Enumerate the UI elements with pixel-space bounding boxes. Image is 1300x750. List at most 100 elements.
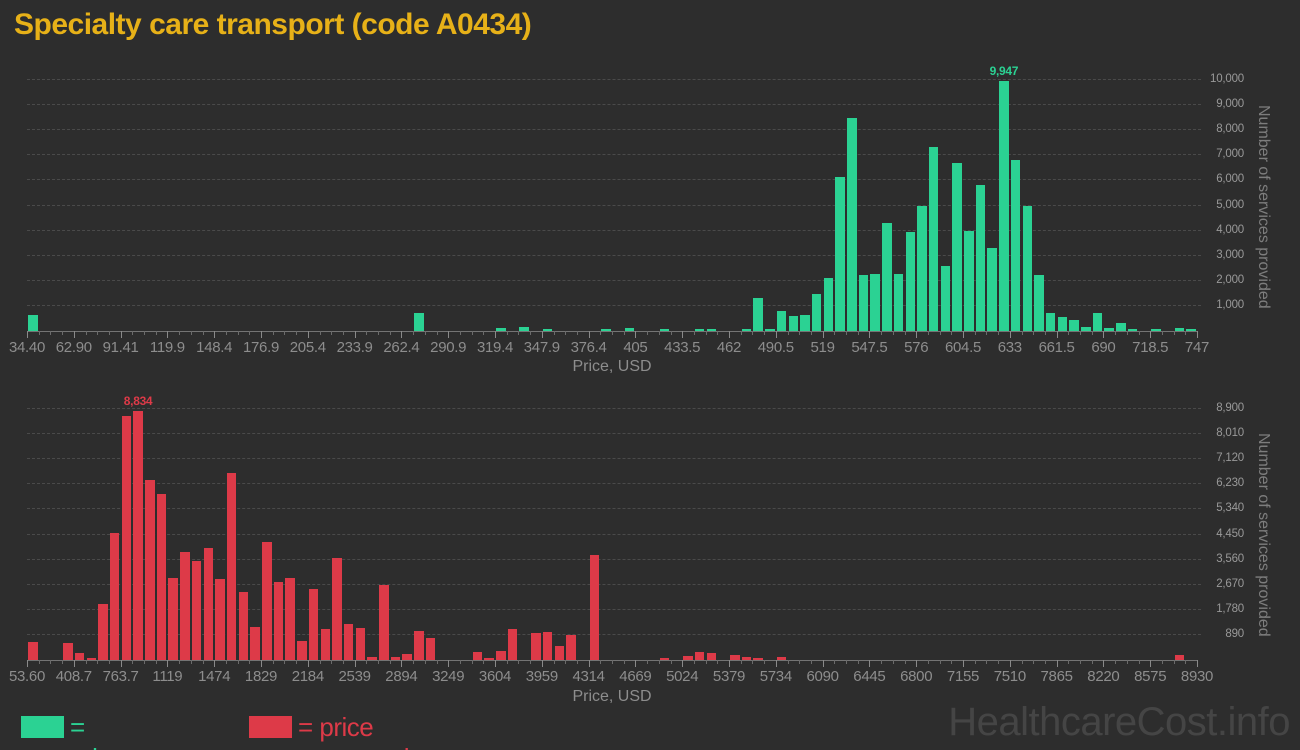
x-tick-major — [588, 331, 590, 338]
watermark: HealthcareCost.info — [948, 700, 1290, 744]
histogram-bar — [776, 656, 787, 660]
histogram-bar — [74, 653, 85, 660]
x-tick-minor — [612, 331, 613, 335]
x-tick-minor — [1033, 660, 1035, 664]
gridline — [27, 558, 1201, 560]
x-tick-minor — [389, 660, 391, 664]
x-tick-label: 408.7 — [55, 668, 92, 685]
histogram-bar — [1104, 328, 1114, 331]
x-tick-minor — [799, 331, 801, 335]
histogram-bar — [1022, 205, 1032, 331]
x-tick-minor — [319, 331, 321, 335]
x-tick-minor — [1115, 331, 1117, 335]
x-tick-minor — [62, 331, 64, 335]
x-tick-minor — [144, 660, 145, 664]
x-tick-major — [775, 660, 777, 667]
histogram-bar — [1127, 329, 1138, 331]
x-tick-minor — [1161, 331, 1163, 335]
x-tick-minor — [530, 331, 532, 335]
histogram-bar — [1057, 317, 1068, 331]
histogram-bar — [706, 329, 717, 331]
y-tick-label: 4,450 — [1216, 527, 1244, 540]
histogram-bar — [554, 645, 564, 660]
histogram-bar — [566, 634, 576, 660]
x-tick-minor — [752, 660, 754, 664]
x-tick-label: 62.90 — [55, 339, 92, 356]
histogram-bar — [999, 81, 1009, 331]
histogram-bar — [402, 654, 412, 660]
x-tick-major — [261, 660, 262, 667]
x-tick-minor — [974, 331, 976, 335]
x-tick-major — [1009, 331, 1011, 338]
x-tick-major — [354, 331, 356, 338]
x-tick-minor — [787, 660, 789, 664]
x-tick-minor — [85, 660, 87, 664]
gridline — [27, 229, 1201, 231]
histogram-bar — [414, 313, 424, 331]
x-tick-minor — [846, 660, 847, 664]
histogram-bar — [893, 274, 904, 331]
histogram-bar — [273, 582, 284, 660]
price-paid-swatch — [21, 716, 64, 738]
gridline — [27, 583, 1201, 585]
x-tick-label: 3604 — [478, 668, 512, 685]
x-tick-minor — [506, 331, 508, 335]
x-tick-major — [307, 331, 309, 338]
histogram-bar — [414, 630, 424, 660]
x-tick-minor — [881, 331, 883, 335]
x-tick-minor — [436, 331, 438, 335]
x-tick-major — [635, 660, 637, 667]
gridline — [27, 433, 1201, 435]
x-tick-minor — [1161, 660, 1163, 664]
histogram-bar — [1174, 654, 1185, 660]
x-tick-minor — [600, 660, 602, 664]
x-tick-minor — [1080, 660, 1081, 664]
x-tick-minor — [132, 331, 134, 335]
histogram-bar — [589, 555, 600, 660]
y-tick-label: 1,000 — [1216, 298, 1244, 311]
x-tick-minor — [565, 331, 567, 335]
x-tick-major — [588, 660, 590, 667]
x-tick-minor — [1021, 660, 1023, 664]
x-tick-minor — [846, 331, 847, 335]
gridline — [27, 79, 1201, 80]
histogram-bar — [683, 656, 693, 660]
gridline — [27, 154, 1201, 156]
x-tick-major — [1009, 660, 1011, 667]
histogram-bar — [355, 628, 366, 660]
x-tick-major — [214, 331, 216, 338]
histogram-bar — [262, 541, 272, 660]
histogram-bar — [1081, 326, 1091, 331]
x-tick-major — [167, 660, 169, 667]
x-tick-major — [120, 331, 122, 338]
histogram-bar — [145, 480, 155, 660]
gridline — [27, 129, 1201, 131]
x-tick-major — [822, 331, 824, 338]
histogram-bar — [847, 118, 857, 331]
x-tick-minor — [1068, 331, 1070, 335]
histogram-bar — [542, 631, 553, 660]
x-tick-label: 2539 — [338, 668, 371, 685]
x-tick-major — [963, 660, 964, 667]
x-tick-minor — [1173, 660, 1175, 664]
x-tick-major — [214, 660, 216, 667]
x-tick-minor — [202, 660, 204, 664]
histogram-bar — [98, 603, 108, 660]
histogram-bar — [425, 638, 436, 660]
histogram-bar — [624, 327, 635, 331]
x-tick-major — [167, 331, 169, 338]
x-tick-label: 7510 — [993, 668, 1026, 685]
x-tick-major — [495, 331, 496, 338]
x-tick-minor — [658, 331, 660, 335]
x-tick-minor — [108, 660, 110, 664]
histogram-bar — [987, 248, 997, 331]
x-tick-minor — [342, 660, 344, 664]
x-tick-minor — [693, 660, 695, 664]
histogram-bar — [203, 548, 213, 660]
x-tick-label: 290.9 — [430, 339, 467, 356]
x-tick-minor — [799, 660, 801, 664]
x-tick-label: 6090 — [806, 668, 839, 685]
histogram-bar — [753, 298, 763, 331]
histogram-bar — [28, 315, 38, 331]
histogram-bar — [765, 329, 775, 331]
